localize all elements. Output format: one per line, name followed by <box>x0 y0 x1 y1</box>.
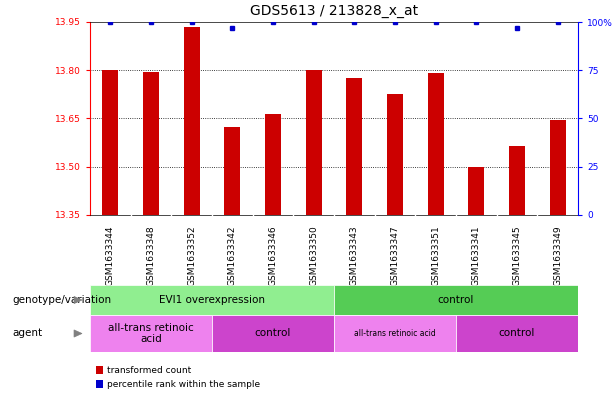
Bar <box>265 114 281 215</box>
Text: percentile rank within the sample: percentile rank within the sample <box>107 380 260 389</box>
Text: GSM1633346: GSM1633346 <box>268 226 278 286</box>
Bar <box>334 315 456 352</box>
Bar <box>468 167 484 215</box>
Bar <box>143 72 159 215</box>
Text: GSM1633343: GSM1633343 <box>350 226 359 286</box>
Text: GSM1633347: GSM1633347 <box>390 226 400 286</box>
Text: GSM1633342: GSM1633342 <box>228 226 237 286</box>
Text: genotype/variation: genotype/variation <box>12 295 112 305</box>
Bar <box>90 285 334 315</box>
Bar <box>102 70 118 215</box>
Bar <box>305 70 322 215</box>
Text: GSM1633352: GSM1633352 <box>187 226 196 286</box>
Bar <box>509 146 525 215</box>
Text: all-trans retinoic acid: all-trans retinoic acid <box>354 329 436 338</box>
Text: all-trans retinoic
acid: all-trans retinoic acid <box>108 323 194 344</box>
Text: control: control <box>438 295 474 305</box>
Text: GSM1633349: GSM1633349 <box>553 226 562 286</box>
Bar <box>183 27 200 215</box>
Bar <box>212 315 334 352</box>
Bar <box>346 78 362 215</box>
Text: transformed count: transformed count <box>107 366 191 375</box>
Bar <box>456 315 578 352</box>
Text: GSM1633345: GSM1633345 <box>512 226 522 286</box>
Text: agent: agent <box>12 329 42 338</box>
Text: control: control <box>499 329 535 338</box>
Text: GSM1633348: GSM1633348 <box>147 226 156 286</box>
Text: EVI1 overexpression: EVI1 overexpression <box>159 295 265 305</box>
Bar <box>427 73 444 215</box>
Bar <box>224 127 240 215</box>
Text: control: control <box>255 329 291 338</box>
Text: GSM1633351: GSM1633351 <box>431 226 440 286</box>
Bar <box>90 315 212 352</box>
Text: GSM1633341: GSM1633341 <box>472 226 481 286</box>
Bar <box>549 120 566 215</box>
Title: GDS5613 / 213828_x_at: GDS5613 / 213828_x_at <box>250 4 418 18</box>
Bar <box>334 285 578 315</box>
Bar <box>387 94 403 215</box>
Text: GSM1633350: GSM1633350 <box>309 226 318 286</box>
Text: GSM1633344: GSM1633344 <box>106 226 115 286</box>
